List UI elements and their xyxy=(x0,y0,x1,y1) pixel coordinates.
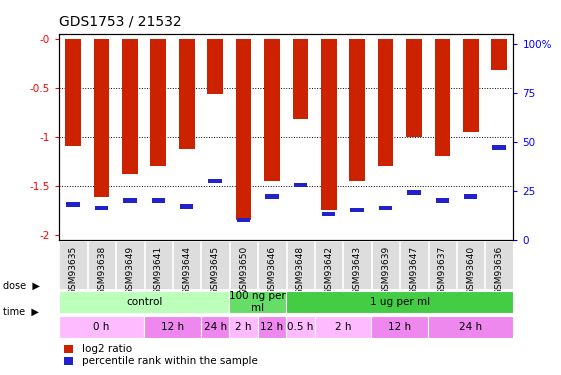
Bar xyxy=(66,202,80,207)
Text: GSM93647: GSM93647 xyxy=(410,246,419,295)
FancyBboxPatch shape xyxy=(229,291,286,313)
Bar xyxy=(493,145,506,150)
Bar xyxy=(208,39,223,93)
FancyBboxPatch shape xyxy=(201,316,229,338)
FancyBboxPatch shape xyxy=(315,241,342,289)
FancyBboxPatch shape xyxy=(485,241,513,289)
Text: 12 h: 12 h xyxy=(260,322,283,332)
FancyBboxPatch shape xyxy=(257,316,286,338)
Bar xyxy=(236,39,251,220)
Text: GSM93649: GSM93649 xyxy=(126,246,135,295)
FancyBboxPatch shape xyxy=(286,316,315,338)
Bar xyxy=(264,39,280,181)
Text: GSM93645: GSM93645 xyxy=(210,246,219,295)
Text: GSM93646: GSM93646 xyxy=(268,246,277,295)
Bar xyxy=(436,198,449,202)
Bar xyxy=(123,198,136,202)
FancyBboxPatch shape xyxy=(428,316,513,338)
Bar xyxy=(379,206,392,210)
FancyBboxPatch shape xyxy=(401,241,427,289)
Bar xyxy=(94,39,109,198)
Bar xyxy=(95,206,108,210)
FancyBboxPatch shape xyxy=(173,241,200,289)
Text: GSM93648: GSM93648 xyxy=(296,246,305,295)
Text: GSM93650: GSM93650 xyxy=(239,246,248,295)
FancyBboxPatch shape xyxy=(286,291,513,313)
Text: dose  ▶: dose ▶ xyxy=(3,281,40,291)
Text: 12 h: 12 h xyxy=(161,322,184,332)
FancyBboxPatch shape xyxy=(230,241,257,289)
Text: GSM93641: GSM93641 xyxy=(154,246,163,295)
Bar xyxy=(322,212,335,216)
Bar xyxy=(209,178,222,183)
Bar xyxy=(321,39,337,210)
Bar xyxy=(350,39,365,181)
Text: 24 h: 24 h xyxy=(459,322,482,332)
Text: GSM93636: GSM93636 xyxy=(495,246,504,295)
Bar xyxy=(407,190,421,195)
FancyBboxPatch shape xyxy=(457,241,484,289)
Text: 2 h: 2 h xyxy=(335,322,351,332)
Bar xyxy=(151,198,165,202)
Legend: log2 ratio, percentile rank within the sample: log2 ratio, percentile rank within the s… xyxy=(64,344,257,366)
FancyBboxPatch shape xyxy=(59,291,229,313)
Bar xyxy=(378,39,393,166)
Text: GSM93635: GSM93635 xyxy=(68,246,77,295)
Bar xyxy=(65,39,81,147)
Bar xyxy=(406,39,422,137)
Bar xyxy=(351,208,364,212)
FancyBboxPatch shape xyxy=(371,316,428,338)
Text: 100 ng per
ml: 100 ng per ml xyxy=(229,291,286,313)
Text: time  ▶: time ▶ xyxy=(3,307,39,317)
Bar xyxy=(237,218,250,222)
Text: GDS1753 / 21532: GDS1753 / 21532 xyxy=(59,14,182,28)
FancyBboxPatch shape xyxy=(116,241,144,289)
Bar xyxy=(180,204,194,209)
Bar xyxy=(179,39,195,149)
Text: GSM93638: GSM93638 xyxy=(97,246,106,295)
Bar xyxy=(293,183,307,187)
FancyBboxPatch shape xyxy=(145,241,172,289)
FancyBboxPatch shape xyxy=(258,241,286,289)
FancyBboxPatch shape xyxy=(343,241,371,289)
Bar xyxy=(292,39,308,119)
Bar xyxy=(463,39,479,132)
FancyBboxPatch shape xyxy=(59,316,144,338)
Text: GSM93639: GSM93639 xyxy=(381,246,390,295)
Text: 2 h: 2 h xyxy=(235,322,252,332)
Text: GSM93643: GSM93643 xyxy=(353,246,362,295)
Bar xyxy=(435,39,450,156)
Bar xyxy=(122,39,137,174)
FancyBboxPatch shape xyxy=(372,241,399,289)
Text: GSM93644: GSM93644 xyxy=(182,246,191,295)
Text: GSM93642: GSM93642 xyxy=(324,246,333,295)
FancyBboxPatch shape xyxy=(88,241,115,289)
Bar xyxy=(464,194,477,199)
Bar xyxy=(491,39,507,70)
Bar xyxy=(265,194,279,199)
Text: 0.5 h: 0.5 h xyxy=(287,322,314,332)
Text: 1 ug per ml: 1 ug per ml xyxy=(370,297,430,307)
Text: GSM93637: GSM93637 xyxy=(438,246,447,295)
Text: GSM93640: GSM93640 xyxy=(466,246,475,295)
Text: control: control xyxy=(126,297,162,307)
FancyBboxPatch shape xyxy=(429,241,456,289)
FancyBboxPatch shape xyxy=(229,316,257,338)
FancyBboxPatch shape xyxy=(144,316,201,338)
Bar xyxy=(150,39,166,166)
Text: 0 h: 0 h xyxy=(93,322,110,332)
Text: 12 h: 12 h xyxy=(388,322,411,332)
FancyBboxPatch shape xyxy=(59,241,87,289)
Text: 24 h: 24 h xyxy=(204,322,227,332)
FancyBboxPatch shape xyxy=(201,241,229,289)
FancyBboxPatch shape xyxy=(315,316,371,338)
FancyBboxPatch shape xyxy=(287,241,314,289)
